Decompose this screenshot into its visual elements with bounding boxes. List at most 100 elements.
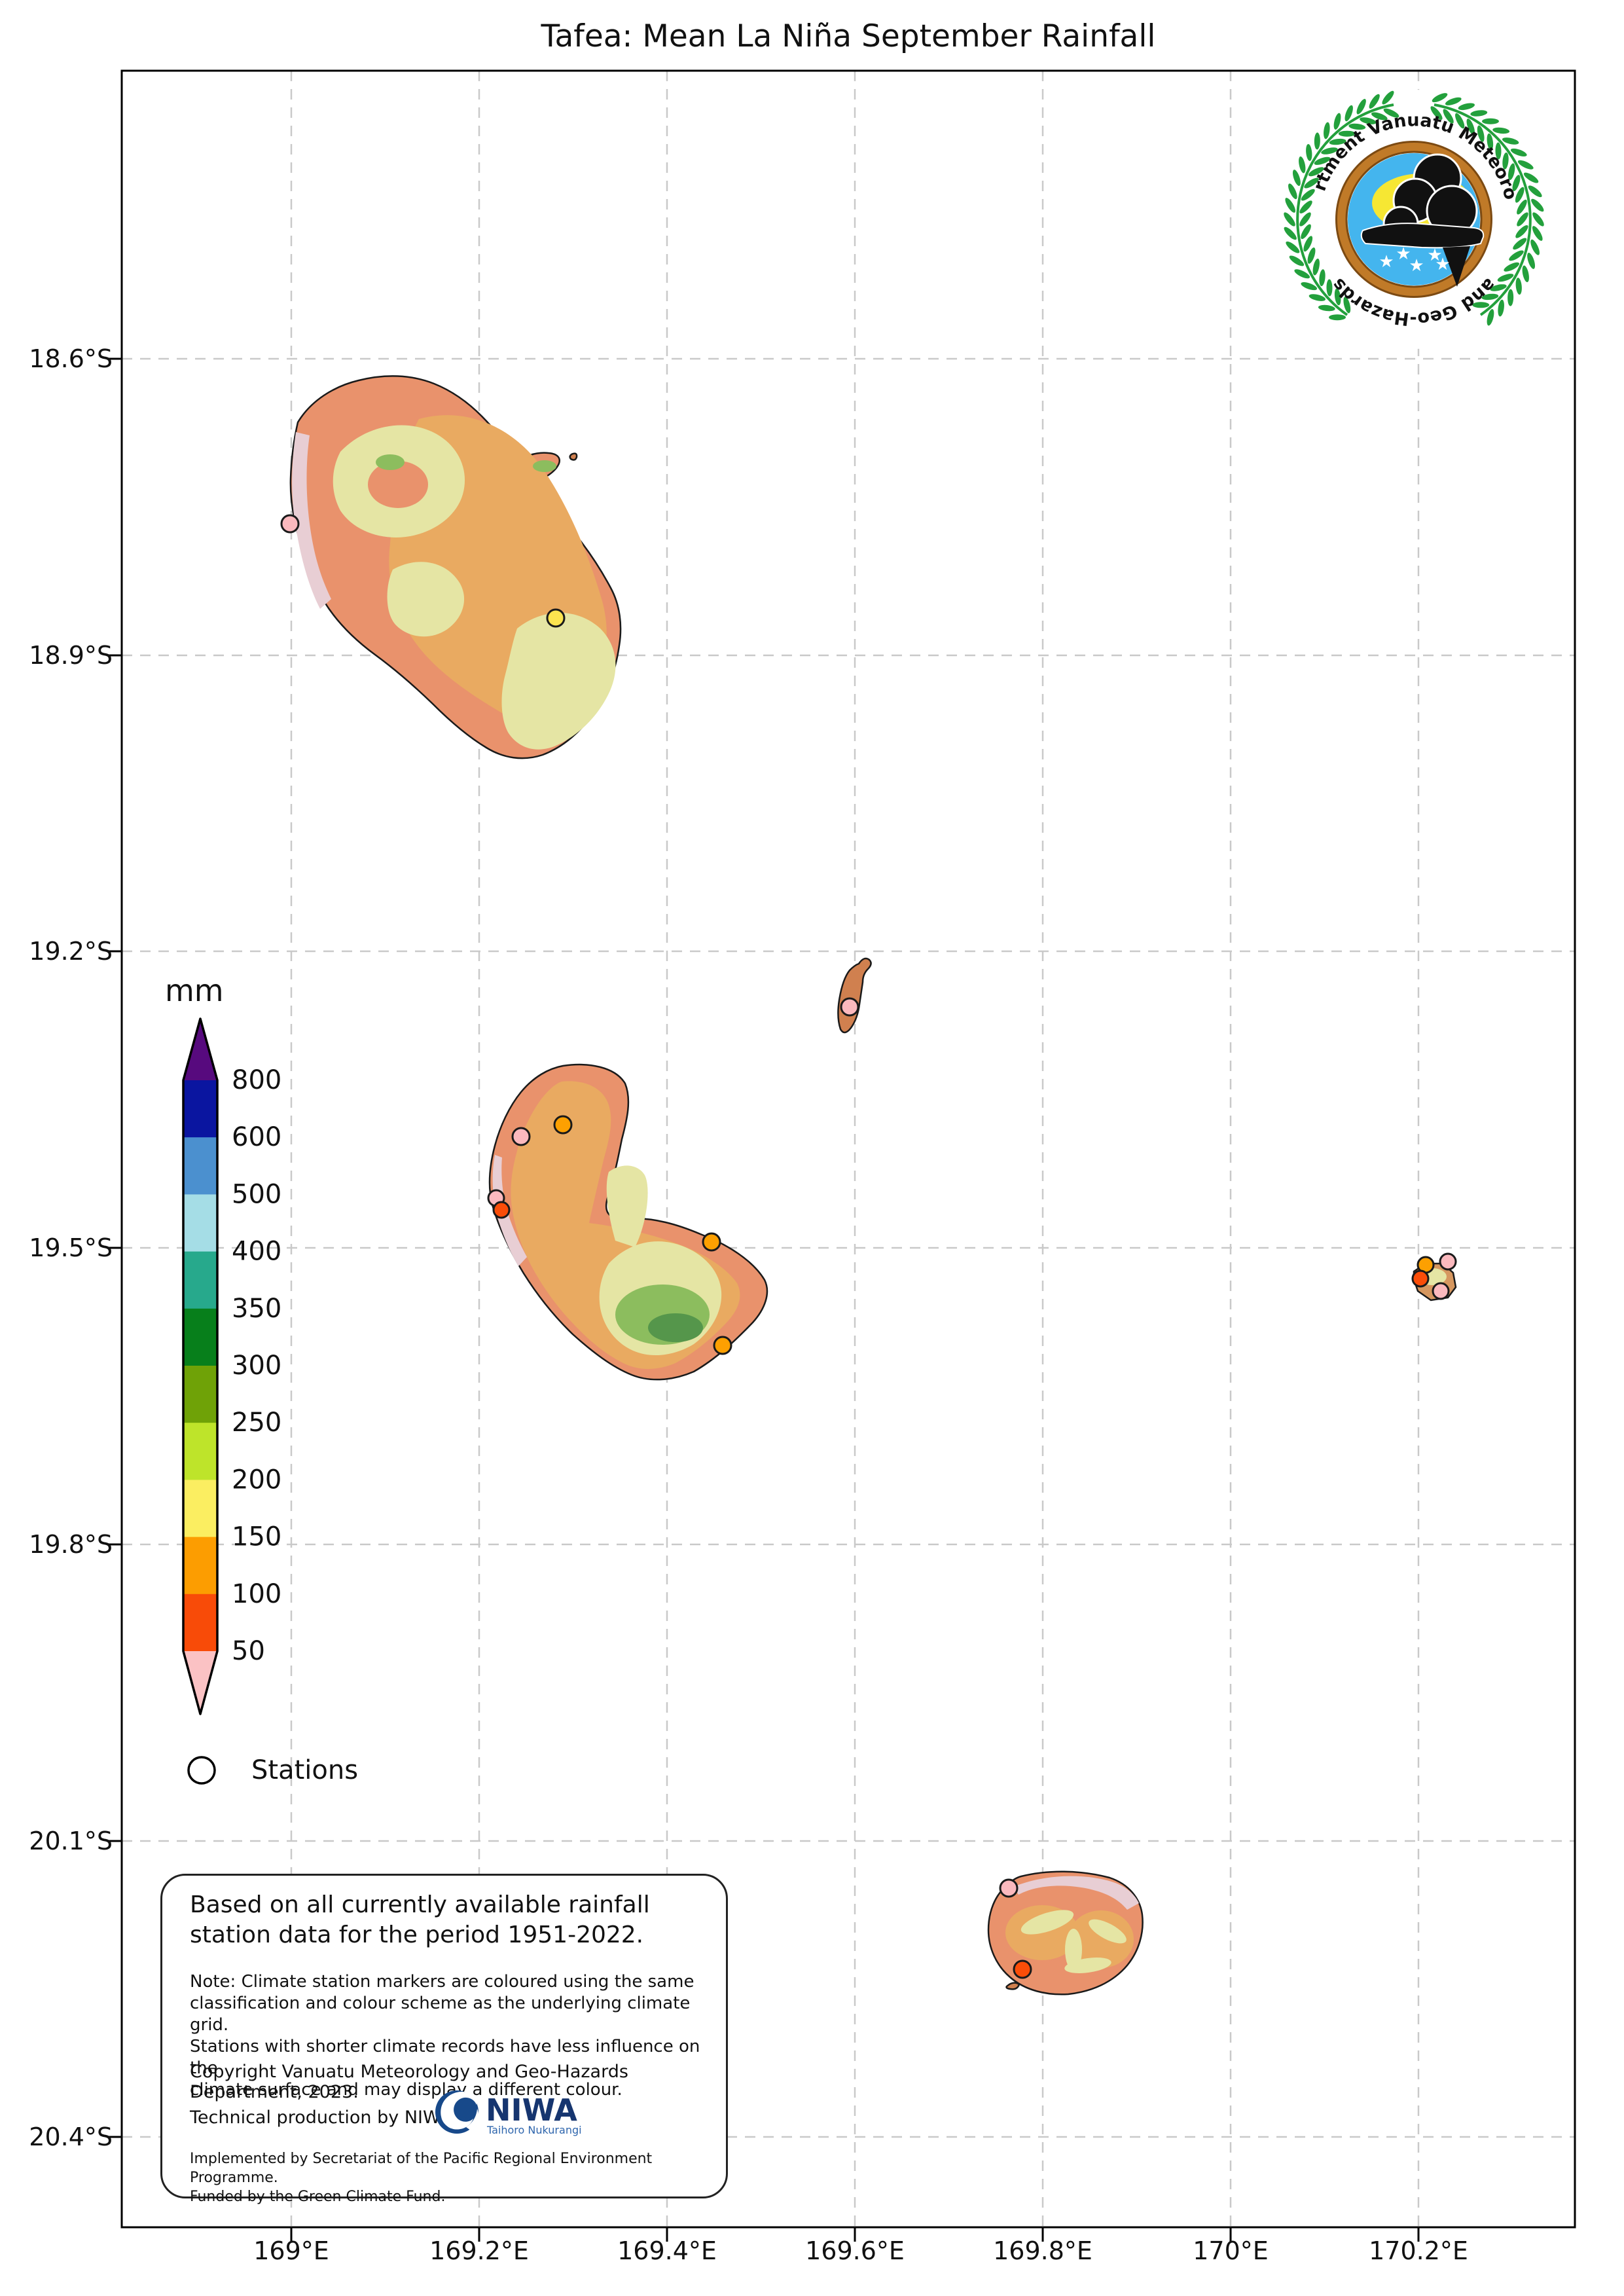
star-icon: ★ bbox=[1435, 255, 1450, 274]
wreath-leaf bbox=[1303, 236, 1313, 252]
wreath-leaf bbox=[1344, 105, 1353, 122]
station-marker bbox=[511, 1127, 531, 1146]
lat-tick-label: 20.4°S bbox=[29, 2123, 113, 2151]
lon-tick-label: 169.8°E bbox=[993, 2236, 1092, 2265]
wreath-leaf bbox=[1334, 288, 1341, 306]
wreath-leaf bbox=[1515, 187, 1525, 203]
wreath-leaf bbox=[1504, 262, 1520, 272]
wreath-leaf bbox=[1502, 152, 1509, 170]
colorbar-boundary-label: 100 bbox=[232, 1579, 281, 1609]
colorbar-boundary-label: 300 bbox=[232, 1351, 281, 1381]
station-marker bbox=[713, 1336, 732, 1355]
wreath-leaf bbox=[1289, 255, 1305, 266]
wreath-leaf bbox=[1509, 250, 1524, 261]
wreath-leaf bbox=[1517, 160, 1534, 170]
colorbar-units-label: mm bbox=[165, 973, 224, 1008]
lat-tick-label: 19.2°S bbox=[29, 937, 113, 966]
colorbar-band bbox=[183, 1308, 217, 1366]
station-marker bbox=[492, 1201, 511, 1219]
wreath-leaf bbox=[1284, 227, 1297, 240]
wreath-leaf bbox=[1487, 133, 1494, 151]
colorbar-boundary-label: 500 bbox=[232, 1179, 281, 1209]
wreath-leaf bbox=[1343, 297, 1351, 314]
grid-layer bbox=[107, 71, 1575, 2242]
niwa-subtitle: Taihoro Nukurangi bbox=[486, 2124, 582, 2136]
wreath-leaf bbox=[1528, 185, 1542, 198]
station-marker bbox=[840, 997, 859, 1017]
wreath-leaf bbox=[1284, 212, 1295, 227]
wreath-leaf bbox=[1477, 125, 1485, 142]
wreath-leaf bbox=[1369, 94, 1380, 109]
wreath-leaf bbox=[1458, 103, 1475, 111]
wreath-leaf bbox=[1517, 199, 1527, 215]
station-marker bbox=[999, 1878, 1019, 1898]
wreath-leaf bbox=[1481, 293, 1499, 301]
colorbar-band bbox=[183, 1194, 217, 1252]
wreath-leaf bbox=[1527, 253, 1536, 269]
wreath-leaf bbox=[1432, 93, 1448, 103]
terrain-west-fringe-central bbox=[492, 1155, 527, 1266]
station-marker bbox=[1411, 1269, 1430, 1288]
infobox-implemented: Implemented by Secretariat of the Pacifi… bbox=[190, 2151, 653, 2205]
colorbar-boundary-label: 50 bbox=[232, 1636, 265, 1666]
wreath-leaf bbox=[1338, 130, 1356, 137]
wreath-leaf bbox=[1443, 109, 1454, 124]
terrain-sand-se-lobe bbox=[501, 613, 616, 750]
wreath-leaf bbox=[1333, 113, 1341, 130]
wreath-leaf bbox=[1299, 200, 1312, 214]
terrain-sand-center bbox=[387, 562, 465, 637]
terrain-sand-south-1 bbox=[1020, 1910, 1074, 1935]
colorbar-band bbox=[183, 1366, 217, 1423]
southern-cross-stars: ★ ★ ★ ★ ★ bbox=[1379, 244, 1450, 276]
wreath-stem-left bbox=[1296, 103, 1394, 316]
wreath-leaf bbox=[1371, 112, 1388, 120]
wreath-leaf bbox=[1523, 172, 1539, 183]
station-marker bbox=[1013, 1959, 1032, 1979]
wreath-leaf bbox=[1487, 309, 1494, 326]
wreath-leaf bbox=[1508, 163, 1515, 180]
colorbar-boundary-label: 250 bbox=[232, 1408, 281, 1438]
terrain-orange-south-2 bbox=[1068, 1910, 1134, 1968]
station-marker bbox=[546, 608, 566, 628]
wreath-leaf bbox=[1517, 212, 1528, 227]
terrain-dark-green-core bbox=[648, 1313, 703, 1342]
colorbar-boundary-label: 400 bbox=[232, 1237, 281, 1267]
wreath-leaf bbox=[1324, 122, 1330, 139]
terrain-north-fringe-south bbox=[1013, 1876, 1139, 1910]
wreath-leaf bbox=[1510, 148, 1527, 156]
wreath-leaf bbox=[1481, 118, 1499, 124]
station-marker bbox=[1439, 1252, 1457, 1271]
wreath-leaf bbox=[1497, 274, 1514, 282]
lat-tick-label: 18.6°S bbox=[29, 344, 113, 373]
wreath-leaf bbox=[1326, 279, 1333, 297]
wreath-leaf bbox=[1522, 265, 1529, 283]
wreath-leaf bbox=[1314, 132, 1320, 150]
emblem-top-text: Department Vanuatu Meteorology bbox=[0, 0, 1521, 202]
colorbar-boundary-label: 600 bbox=[232, 1122, 281, 1152]
lon-tick-label: 169°E bbox=[253, 2236, 329, 2265]
vmgd-emblem-logo: Department Vanuatu Meteorology and Geo-H… bbox=[0, 0, 1544, 349]
wreath-leaf bbox=[1301, 224, 1311, 240]
wreath-leaf bbox=[1299, 156, 1306, 173]
wreath-leaf bbox=[1348, 123, 1366, 130]
infobox-production: Technical production by NIWA bbox=[190, 2107, 452, 2128]
terrain-green-spot bbox=[376, 454, 405, 470]
wreath-leaf bbox=[1513, 238, 1527, 250]
colorbar-band bbox=[183, 1251, 217, 1309]
wreath-leaf bbox=[1308, 167, 1324, 177]
wreath-leaf bbox=[1455, 113, 1465, 129]
wreath-leaf bbox=[1530, 239, 1540, 255]
wreath-leaf bbox=[1382, 90, 1394, 105]
page-title: Tafea: Mean La Niña September Rainfall bbox=[541, 18, 1156, 54]
wreath-leaf bbox=[1470, 110, 1488, 117]
stations-legend-marker-icon bbox=[187, 1756, 216, 1785]
wreath-leaf bbox=[1515, 225, 1528, 238]
wreath-leaf bbox=[1492, 127, 1510, 134]
wreath-leaf bbox=[1507, 289, 1514, 306]
station-marker bbox=[553, 1115, 573, 1135]
terrain-sand-plateau bbox=[606, 1165, 648, 1247]
lon-tick-label: 170°E bbox=[1193, 2236, 1269, 2265]
wreath-leaf bbox=[1286, 241, 1300, 253]
station-marker bbox=[702, 1232, 721, 1252]
